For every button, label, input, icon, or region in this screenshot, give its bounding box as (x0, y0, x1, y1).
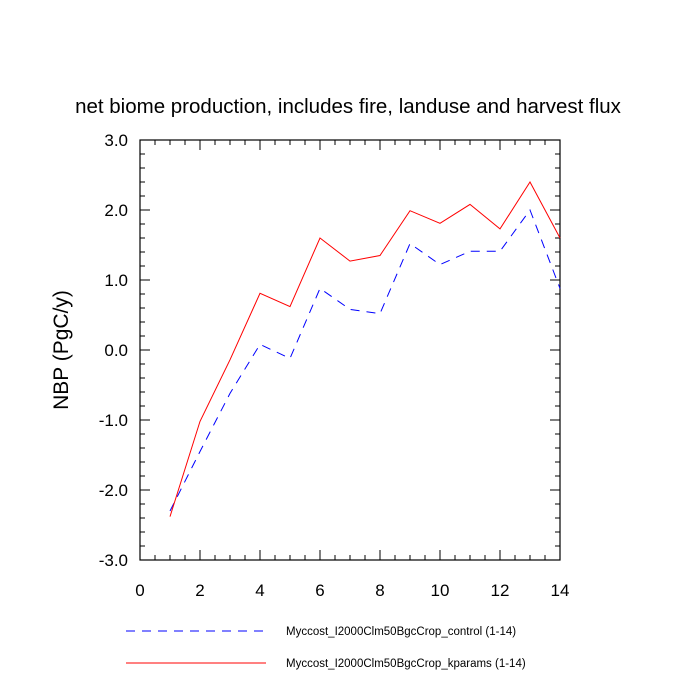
y-tick-label: 0.0 (104, 341, 128, 360)
x-tick-label: 4 (255, 581, 264, 600)
legend-label-2: Myccost_I2000Clm50BgcCrop_kparams (1-14) (286, 658, 526, 670)
chart-title: net biome production, includes fire, lan… (75, 95, 622, 118)
y-tick-label: -2.0 (99, 481, 128, 500)
x-tick-label: 14 (551, 581, 570, 600)
legend: Myccost_I2000Clm50BgcCrop_control (1-14)… (126, 626, 526, 670)
y-tick-label: 2.0 (104, 201, 128, 220)
x-tick-label: 12 (491, 581, 510, 600)
x-tick-label: 0 (135, 581, 144, 600)
legend-label-1: Myccost_I2000Clm50BgcCrop_control (1-14) (286, 626, 516, 638)
x-tick-label: 10 (431, 581, 450, 600)
x-tick-label: 2 (195, 581, 204, 600)
series-line-2 (169, 181, 561, 517)
y-tick-label: 3.0 (104, 131, 128, 150)
series-line-1 (169, 208, 561, 512)
y-tick-label: -1.0 (99, 411, 128, 430)
y-tick-label: 1.0 (104, 271, 128, 290)
y-tick-label: -3.0 (99, 551, 128, 570)
x-tick-label: 6 (315, 581, 324, 600)
plot-frame (139, 139, 561, 561)
y-axis-label: NBP (PgC/y) (50, 290, 73, 410)
x-tick-label: 8 (375, 581, 384, 600)
plot-area: 0 2 4 6 8 10 12 14 -3.0 -2.0 -1.0 0.0 1.0 2.0 3.0 (99, 131, 570, 600)
